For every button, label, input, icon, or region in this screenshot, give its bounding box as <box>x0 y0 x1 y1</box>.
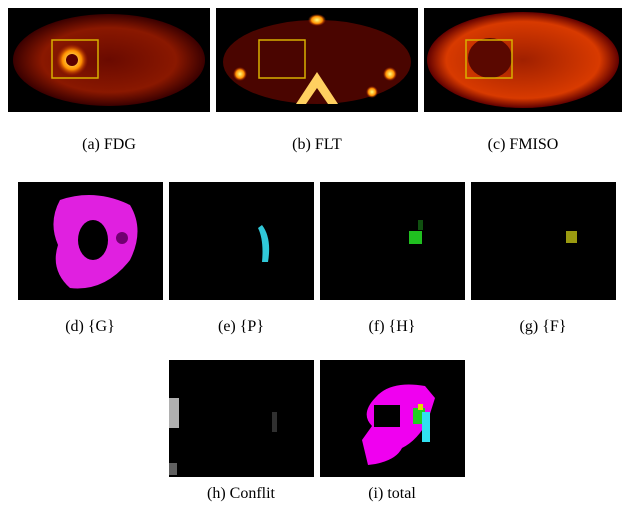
panel-fmiso <box>424 8 622 112</box>
caption: (i) total <box>368 485 416 502</box>
caption: (c) FMISO <box>488 136 559 153</box>
caption: (e) {P} <box>218 318 264 335</box>
panel-p <box>169 182 314 300</box>
figure: (a) FDG (b) FLT (c) FMISO (d) {G} (e) {P… <box>0 0 624 506</box>
panel-f <box>471 182 616 300</box>
caption: (h) Conflit <box>207 485 276 502</box>
caption: (a) FDG <box>82 136 136 153</box>
caption: (b) FLT <box>292 136 342 153</box>
panel-h <box>320 182 465 300</box>
panel-total <box>320 360 465 477</box>
caption: (g) {F} <box>520 318 567 335</box>
panel-g <box>18 182 163 300</box>
panel-fdg <box>8 8 210 112</box>
caption: (d) {G} <box>65 318 115 335</box>
panel-conflit <box>169 360 314 477</box>
panel-flt <box>216 8 418 112</box>
caption: (f) {H} <box>369 318 416 335</box>
